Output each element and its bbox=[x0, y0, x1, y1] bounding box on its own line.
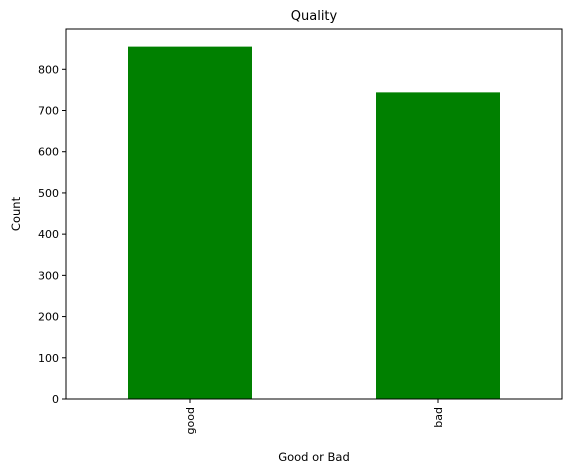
y-tick-label: 600 bbox=[38, 146, 59, 159]
chart-title: Quality bbox=[291, 9, 338, 24]
bar-good bbox=[128, 47, 252, 399]
y-tick-label: 0 bbox=[52, 393, 59, 406]
x-axis-label: Good or Bad bbox=[278, 450, 350, 464]
bar-bad bbox=[376, 92, 500, 399]
y-axis-label: Count bbox=[9, 196, 23, 231]
y-tick-label: 800 bbox=[38, 63, 59, 76]
y-tick-label: 300 bbox=[38, 269, 59, 282]
x-tick-label-bad: bad bbox=[432, 407, 445, 428]
y-tick-label: 100 bbox=[38, 352, 59, 365]
y-tick-label: 400 bbox=[38, 228, 59, 241]
y-tick-label: 200 bbox=[38, 311, 59, 324]
x-axis-ticks: good bad bbox=[184, 399, 445, 434]
y-tick-label: 700 bbox=[38, 105, 59, 118]
y-axis-ticks: 0 100 200 300 400 500 600 700 800 bbox=[38, 63, 66, 406]
y-tick-label: 500 bbox=[38, 187, 59, 200]
x-tick-label-good: good bbox=[184, 407, 197, 434]
bars-group bbox=[128, 47, 500, 399]
